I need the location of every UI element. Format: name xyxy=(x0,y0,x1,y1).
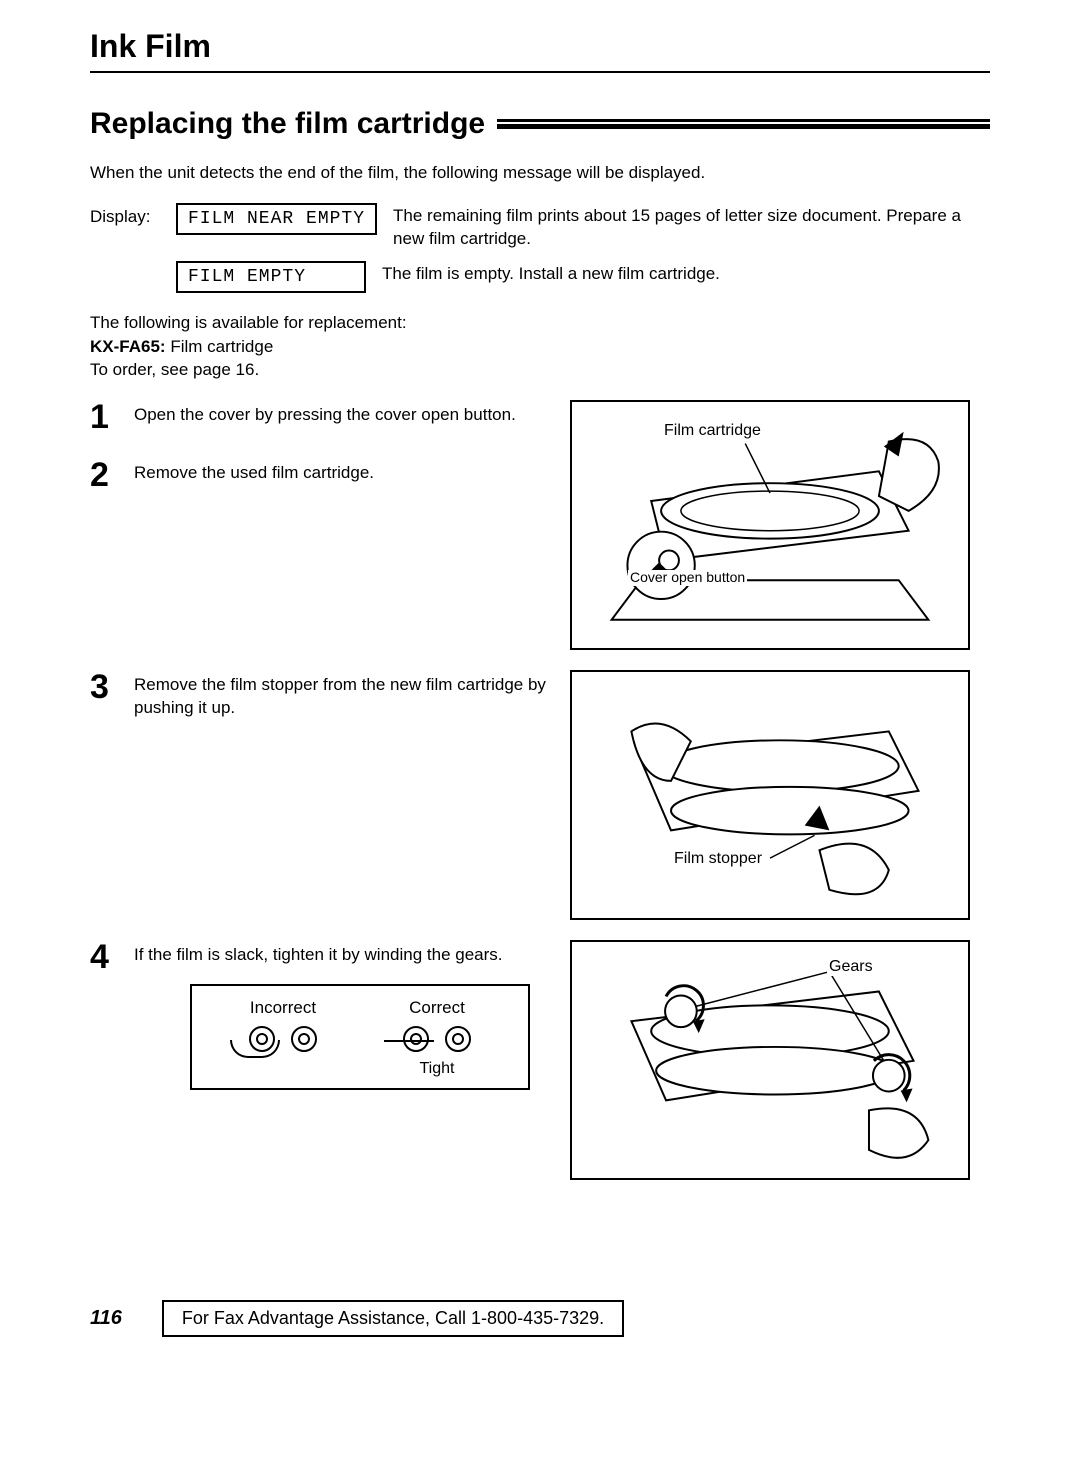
step-text-4: If the film is slack, tighten it by wind… xyxy=(134,940,503,974)
page-number: 116 xyxy=(90,1307,122,1330)
step-num-1: 1 xyxy=(90,400,118,434)
subheader-rule xyxy=(497,119,990,129)
incorrect-label: Incorrect xyxy=(206,998,360,1018)
step-num-3: 3 xyxy=(90,670,118,720)
step-num-4: 4 xyxy=(90,940,118,974)
step-4: 4 If the film is slack, tighten it by wi… xyxy=(90,940,550,974)
footer-assist-box: For Fax Advantage Assistance, Call 1-800… xyxy=(162,1300,624,1337)
step-3-row: 3 Remove the film stopper from the new f… xyxy=(90,670,990,920)
spool-icon xyxy=(403,1026,429,1052)
step-2: 2 Remove the used film cartridge. xyxy=(90,458,550,492)
figure-3: Gears xyxy=(570,940,970,1180)
display-desc-1: The remaining film prints about 15 pages… xyxy=(393,203,990,251)
fig1-label-cartridge: Film cartridge xyxy=(662,422,763,440)
correct-col: Correct Tight xyxy=(360,998,514,1078)
fig2-label-stopper: Film stopper xyxy=(672,850,764,868)
replacement-model: KX-FA65: xyxy=(90,337,166,356)
figure-3-svg xyxy=(572,942,968,1180)
steps-1-2-row: 1 Open the cover by pressing the cover o… xyxy=(90,400,990,650)
figure-2: Film stopper xyxy=(570,670,970,920)
tight-line xyxy=(384,1040,434,1042)
lcd-box-2: FILM EMPTY xyxy=(176,261,366,293)
step-text-3: Remove the film stopper from the new fil… xyxy=(134,670,550,720)
step-text-2: Remove the used film cartridge. xyxy=(134,458,374,492)
spool-icon xyxy=(445,1026,471,1052)
step-3: 3 Remove the film stopper from the new f… xyxy=(90,670,550,720)
figure-1-svg xyxy=(572,402,968,650)
replacement-note: The following is available for replaceme… xyxy=(90,311,990,382)
subheader: Replacing the film cartridge xyxy=(90,107,485,141)
figure-1: Film cartridge Cover open button xyxy=(570,400,970,650)
intro-text: When the unit detects the end of the fil… xyxy=(90,163,990,183)
subheader-row: Replacing the film cartridge xyxy=(90,107,990,141)
slack-line xyxy=(230,1040,280,1058)
step-4-row: 4 If the film is slack, tighten it by wi… xyxy=(90,940,990,1180)
step-num-2: 2 xyxy=(90,458,118,492)
fig1-label-button: Cover open button xyxy=(628,570,747,585)
figure-2-svg xyxy=(572,672,968,920)
display-label-spacer xyxy=(90,261,160,265)
section-header: Ink Film xyxy=(90,20,990,73)
incorrect-col: Incorrect xyxy=(206,998,360,1078)
display-label: Display: xyxy=(90,203,160,227)
display-desc-2: The film is empty. Install a new film ca… xyxy=(382,261,990,286)
tight-label: Tight xyxy=(360,1060,514,1078)
replacement-model-desc: Film cartridge xyxy=(170,337,273,356)
fig3-label-gears: Gears xyxy=(827,958,875,976)
step-1: 1 Open the cover by pressing the cover o… xyxy=(90,400,550,434)
replacement-line3: To order, see page 16. xyxy=(90,360,259,379)
footer: 116 For Fax Advantage Assistance, Call 1… xyxy=(90,1300,990,1337)
incorrect-correct-box: Incorrect Correct Tight xyxy=(190,984,530,1090)
fig1-label-button-text: Cover open button xyxy=(630,569,745,585)
replacement-line1: The following is available for replaceme… xyxy=(90,313,407,332)
correct-label: Correct xyxy=(360,998,514,1018)
display-row-2: FILM EMPTY The film is empty. Install a … xyxy=(90,261,990,293)
spool-icon xyxy=(291,1026,317,1052)
display-row-1: Display: FILM NEAR EMPTY The remaining f… xyxy=(90,203,990,251)
step-text-1: Open the cover by pressing the cover ope… xyxy=(134,400,516,434)
lcd-box-1: FILM NEAR EMPTY xyxy=(176,203,377,235)
